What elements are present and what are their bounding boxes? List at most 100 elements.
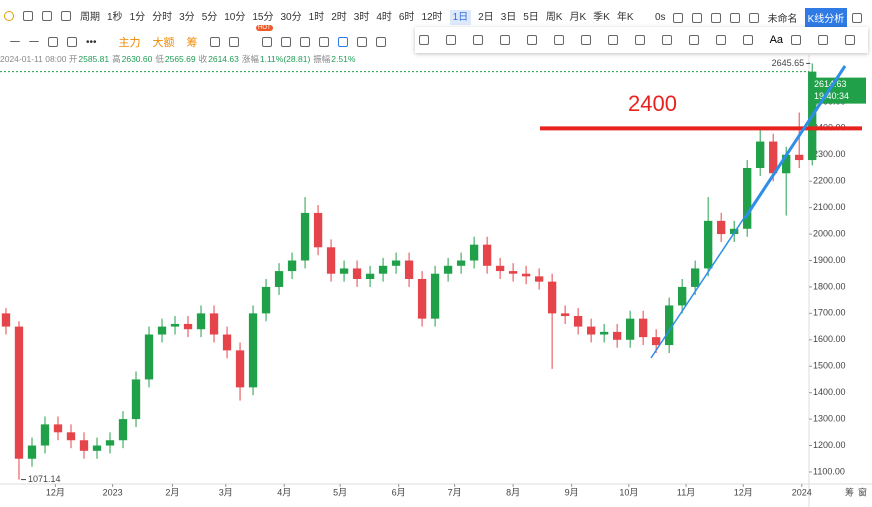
period[interactable]: 1分: [129, 12, 146, 23]
x-tick-label: 11月: [677, 487, 695, 497]
icon[interactable]: [23, 10, 33, 21]
corner-button[interactable]: 窗: [858, 486, 867, 497]
period[interactable]: 1秒: [107, 12, 123, 23]
period[interactable]: 分时: [152, 12, 173, 23]
candle-body: [456, 260, 466, 266]
period[interactable]: 年K: [616, 12, 634, 23]
more[interactable]: •••: [86, 36, 97, 48]
corner-button[interactable]: 筹: [845, 486, 854, 497]
period[interactable]: 6时: [398, 12, 415, 23]
icon[interactable]: [375, 37, 386, 47]
icon[interactable]: [356, 37, 367, 47]
info-value: 2614.63: [208, 54, 239, 64]
x-tick-label: 4月: [277, 487, 291, 497]
period[interactable]: 10分: [224, 12, 246, 23]
icon[interactable]: [634, 35, 645, 45]
icon[interactable]: [472, 35, 483, 45]
icon[interactable]: [661, 35, 672, 45]
icon[interactable]: [791, 35, 802, 45]
icon[interactable]: [691, 12, 702, 23]
icon[interactable]: [817, 35, 828, 45]
icon[interactable]: [29, 41, 39, 43]
x-tick-label: 5月: [333, 487, 347, 497]
icon[interactable]: [261, 37, 272, 47]
layout-name[interactable]: 未命名: [767, 14, 798, 25]
candle-body: [248, 313, 258, 388]
right-toolbar: 0s 未命名 K线分析: [655, 8, 863, 27]
icon[interactable]: [729, 12, 740, 23]
icon[interactable]: [280, 37, 291, 47]
icon[interactable]: [715, 35, 726, 45]
icon[interactable]: [61, 10, 71, 21]
icon[interactable]: [580, 35, 591, 45]
icon[interactable]: [337, 37, 348, 47]
price-tag-label: 2614.63: [814, 79, 847, 89]
candle-body: [730, 228, 739, 235]
tool[interactable]: 筹: [186, 37, 198, 49]
icon[interactable]: [10, 41, 20, 43]
period[interactable]: 3时: [353, 12, 370, 23]
period[interactable]: 月K: [569, 12, 587, 23]
icon[interactable]: [67, 37, 77, 47]
candle-body: [144, 334, 154, 380]
info-value: 2565.69: [164, 54, 196, 64]
icon[interactable]: [672, 12, 683, 23]
candle-body: [170, 323, 180, 327]
analysis-button[interactable]: K线分析: [804, 8, 848, 27]
icon[interactable]: [209, 37, 220, 47]
icon[interactable]: [445, 35, 456, 45]
info-label: 低: [155, 54, 164, 64]
period[interactable]: 1时: [308, 12, 325, 23]
icon[interactable]: [852, 12, 863, 23]
info-label: 开: [68, 54, 78, 64]
icon[interactable]: [526, 35, 537, 45]
icon[interactable]: [299, 37, 310, 47]
y-tick-label: 1300.00: [813, 413, 846, 423]
tool[interactable]: 大额: [152, 37, 175, 49]
info-label: 振幅: [313, 54, 331, 64]
y-tick-label: 2000.00: [813, 228, 846, 238]
candle-body: [404, 260, 414, 280]
y-tick-label: 1500.00: [813, 361, 846, 371]
period[interactable]: 4时: [376, 12, 392, 23]
icon[interactable]: [844, 35, 855, 45]
icon[interactable]: [48, 37, 58, 47]
high-label: 2645.65: [772, 58, 805, 68]
period[interactable]: 30分: [280, 12, 302, 23]
candle-body: [717, 220, 726, 235]
period[interactable]: 5分: [201, 12, 218, 23]
period[interactable]: 12时: [421, 12, 443, 23]
tool[interactable]: 主力: [118, 37, 141, 49]
icon[interactable]: [742, 35, 753, 45]
period[interactable]: 3日: [500, 12, 517, 23]
candle-body: [482, 244, 492, 266]
candle-body: [625, 318, 635, 340]
icon[interactable]: [688, 35, 699, 45]
icon[interactable]: [318, 37, 329, 47]
period[interactable]: 周K: [545, 12, 563, 23]
trend-line: [743, 65, 847, 219]
period[interactable]: 3分: [179, 12, 195, 23]
text-tool[interactable]: Aa: [769, 34, 784, 46]
icon[interactable]: [499, 35, 510, 45]
period[interactable]: 5日: [523, 12, 539, 23]
icon[interactable]: [4, 10, 14, 21]
icon[interactable]: [42, 10, 52, 21]
period-menu[interactable]: 周期: [80, 12, 100, 23]
x-tick-label: 2月: [165, 487, 179, 497]
icon[interactable]: [553, 35, 564, 45]
period[interactable]: 15分: [252, 12, 274, 23]
icon[interactable]: [710, 12, 721, 23]
y-tick-label: 2100.00: [813, 202, 846, 212]
icon[interactable]: [228, 37, 239, 47]
icon[interactable]: [748, 12, 759, 23]
period[interactable]: 2时: [331, 12, 347, 23]
icon[interactable]: [418, 35, 429, 45]
period[interactable]: 季K: [593, 12, 610, 23]
candle-body: [183, 323, 193, 330]
period[interactable]: 1日: [449, 10, 472, 25]
candle-body: [521, 273, 531, 277]
icon[interactable]: [607, 35, 618, 45]
period[interactable]: 2日: [478, 12, 494, 23]
